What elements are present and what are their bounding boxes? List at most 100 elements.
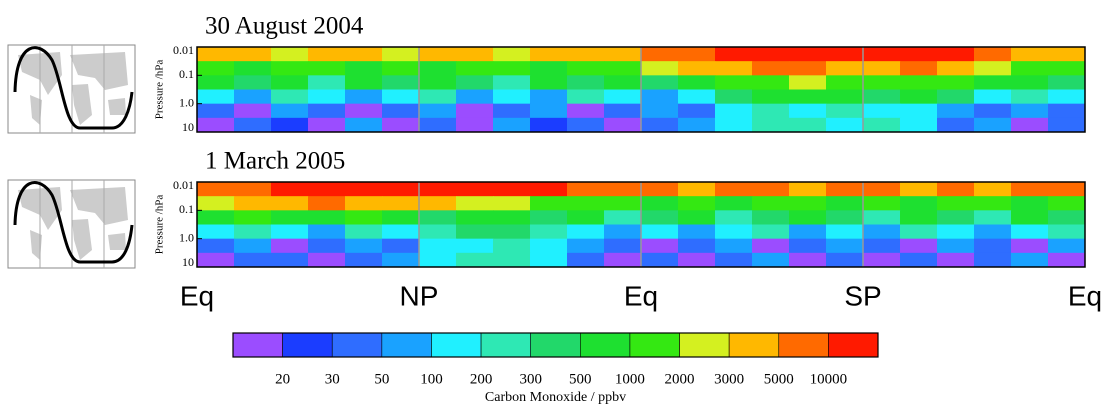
panel-title: 1 March 2005 bbox=[205, 148, 345, 175]
heatmap-cell bbox=[641, 196, 679, 211]
colorbar-tick-label: 50 bbox=[374, 371, 389, 387]
heatmap-cell bbox=[974, 89, 1012, 105]
heatmap-cell bbox=[308, 238, 346, 254]
heatmap-cell bbox=[789, 252, 827, 268]
heatmap-cell bbox=[567, 75, 605, 90]
heatmap-cell bbox=[752, 238, 790, 254]
heatmap-cell bbox=[567, 47, 605, 62]
x-tick-label: Eq bbox=[180, 280, 214, 311]
heatmap-cell bbox=[530, 224, 568, 240]
heatmap-cell bbox=[604, 252, 642, 268]
heatmap-cell bbox=[456, 182, 494, 197]
heatmap-cell bbox=[567, 61, 605, 76]
colorbar-label: Carbon Monoxide / ppbv bbox=[485, 390, 626, 405]
heatmap-cell bbox=[419, 117, 457, 133]
heatmap-cell bbox=[1048, 103, 1086, 119]
heatmap-cell bbox=[419, 224, 457, 240]
colorbar-tick-label: 5000 bbox=[764, 371, 794, 387]
heatmap-cell bbox=[863, 75, 901, 90]
heatmap-cell bbox=[271, 182, 309, 197]
heatmap-cell bbox=[345, 210, 383, 225]
colorbar-tick-label: 1000 bbox=[615, 371, 645, 387]
heatmap-cell bbox=[863, 238, 901, 254]
heatmap-cell bbox=[234, 47, 272, 62]
heatmap-cell bbox=[419, 210, 457, 225]
heatmap-cell bbox=[641, 182, 679, 197]
heatmap-cell bbox=[678, 196, 716, 211]
colorbar-tick-label: 200 bbox=[470, 371, 493, 387]
heatmap-cell bbox=[752, 117, 790, 133]
heatmap-cell bbox=[937, 252, 975, 268]
heatmap-cell bbox=[678, 182, 716, 197]
heatmap-cell bbox=[345, 196, 383, 211]
heatmap-cell bbox=[937, 224, 975, 240]
heatmap-cell bbox=[271, 89, 309, 105]
heatmap-cell bbox=[974, 47, 1012, 62]
heatmap-cell bbox=[752, 61, 790, 76]
heatmap-cell bbox=[678, 252, 716, 268]
heatmap-cell bbox=[715, 89, 753, 105]
heatmap-cell bbox=[308, 210, 346, 225]
heatmap-cell bbox=[419, 75, 457, 90]
map-thumbnail bbox=[7, 179, 136, 269]
heatmap-cell bbox=[493, 210, 531, 225]
heatmap-cell bbox=[752, 89, 790, 105]
heatmap-cell bbox=[493, 75, 531, 90]
heatmap-cell bbox=[345, 224, 383, 240]
heatmap-cell bbox=[493, 61, 531, 76]
heatmap-cell bbox=[1011, 75, 1049, 90]
heatmap-cell bbox=[1011, 103, 1049, 119]
heatmap-cell bbox=[456, 61, 494, 76]
heatmap-cell bbox=[234, 61, 272, 76]
heatmap-cell bbox=[641, 103, 679, 119]
heatmap-cell bbox=[789, 89, 827, 105]
heatmap-cell bbox=[641, 252, 679, 268]
heatmap-cell bbox=[641, 61, 679, 76]
heatmap-cell bbox=[752, 103, 790, 119]
heatmap-cell bbox=[1011, 210, 1049, 225]
heatmap-cell bbox=[752, 196, 790, 211]
heatmap-cell bbox=[419, 196, 457, 211]
heatmap-cell bbox=[493, 196, 531, 211]
heatmap-cell bbox=[678, 224, 716, 240]
heatmap-cell bbox=[826, 182, 864, 197]
heatmap-cell bbox=[789, 47, 827, 62]
colorbar-swatch bbox=[381, 332, 432, 358]
heatmap-cell bbox=[567, 103, 605, 119]
heatmap-cell bbox=[456, 117, 494, 133]
heatmap-cell bbox=[530, 103, 568, 119]
heatmap-cell bbox=[900, 75, 938, 90]
heatmap-cell bbox=[1011, 224, 1049, 240]
heatmap-cell bbox=[826, 224, 864, 240]
heatmap-cell bbox=[567, 252, 605, 268]
heatmap-cell bbox=[974, 75, 1012, 90]
heatmap-cell bbox=[937, 103, 975, 119]
heatmap-cell bbox=[900, 210, 938, 225]
heatmap-cell bbox=[678, 238, 716, 254]
heatmap-cell bbox=[863, 196, 901, 211]
colorbar-tick-label: 100 bbox=[420, 371, 443, 387]
heatmap-cell bbox=[900, 196, 938, 211]
colorbar-tick-label: 3000 bbox=[714, 371, 744, 387]
colorbar-swatch bbox=[778, 332, 829, 358]
heatmap-cell bbox=[974, 224, 1012, 240]
heatmap-cell bbox=[900, 103, 938, 119]
heatmap-cell bbox=[715, 117, 753, 133]
heatmap-cell bbox=[752, 224, 790, 240]
heatmap-cell bbox=[678, 89, 716, 105]
heatmap-cell bbox=[530, 89, 568, 105]
heatmap-cell bbox=[604, 210, 642, 225]
heatmap-cell bbox=[678, 210, 716, 225]
heatmap-cell bbox=[826, 210, 864, 225]
colorbar-tick-label: 10000 bbox=[810, 371, 848, 387]
heatmap-cell bbox=[900, 252, 938, 268]
colorbar-swatch bbox=[728, 332, 780, 358]
heatmap-cell bbox=[567, 238, 605, 254]
plot-frame bbox=[196, 181, 1086, 268]
heatmap-cell bbox=[530, 252, 568, 268]
heatmap-cell bbox=[234, 103, 272, 119]
y-tick-label: 1.0 bbox=[179, 95, 194, 109]
heatmap-cell bbox=[197, 89, 235, 105]
heatmap-cell bbox=[1048, 238, 1086, 254]
heatmap-cell bbox=[308, 61, 346, 76]
